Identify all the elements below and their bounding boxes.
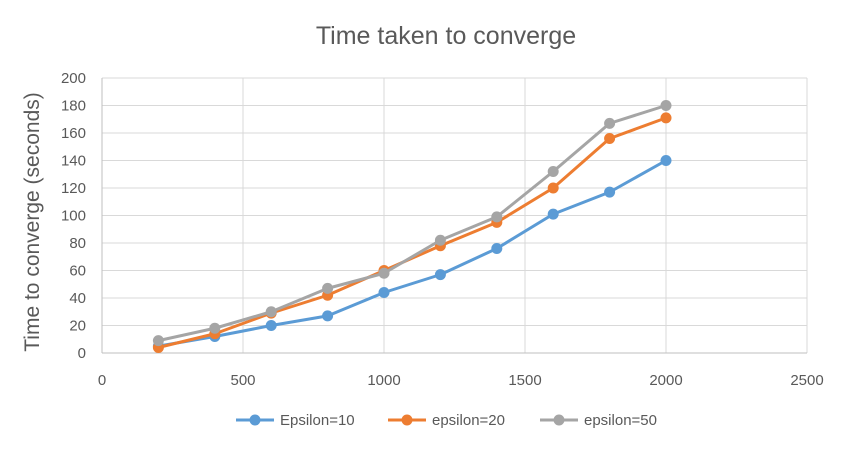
series-layer	[152, 100, 672, 353]
legend-marker	[553, 414, 565, 426]
x-tick-label: 1500	[508, 372, 541, 389]
data-point	[491, 243, 503, 254]
y-tick-label: 60	[69, 263, 86, 280]
data-point	[434, 234, 446, 246]
y-tick-label: 120	[61, 180, 86, 197]
series-epsilon-20	[152, 112, 672, 353]
y-tick-label: 180	[61, 98, 86, 115]
legend-label: Epsilon=10	[280, 412, 355, 429]
data-point	[547, 208, 559, 220]
data-point	[604, 117, 616, 129]
legend-label: epsilon=20	[432, 412, 505, 429]
gridlines	[102, 77, 808, 353]
chart-title: Time taken to converge	[316, 22, 576, 50]
y-tick-label: 200	[61, 70, 86, 87]
data-point	[265, 306, 277, 318]
data-point	[660, 100, 672, 111]
y-tick-label: 40	[69, 290, 86, 307]
legend-item: epsilon=20	[388, 412, 505, 429]
y-axis-label: Time to converge (seconds)	[21, 92, 44, 352]
series-epsilon-50	[152, 100, 672, 347]
series-epsilon-10	[152, 155, 672, 352]
data-point	[322, 310, 334, 322]
x-tick-label: 0	[98, 372, 106, 389]
legend-label: epsilon=50	[584, 412, 657, 429]
data-point	[152, 335, 164, 347]
data-point	[660, 155, 672, 166]
data-point	[378, 267, 390, 279]
series-line	[156, 104, 668, 343]
x-tick-label: 500	[230, 372, 255, 389]
data-point	[322, 282, 334, 294]
data-point	[604, 186, 616, 198]
legend-marker	[249, 414, 261, 426]
data-point	[209, 322, 221, 334]
y-tick-label: 100	[61, 208, 86, 225]
data-point	[434, 269, 446, 281]
y-tick-label: 140	[61, 153, 86, 170]
series-line	[156, 159, 668, 348]
legend-item: Epsilon=10	[236, 412, 355, 429]
data-point	[604, 133, 616, 144]
x-tick-label: 2500	[790, 372, 823, 389]
y-tick-label: 20	[69, 318, 86, 335]
data-point	[660, 112, 672, 124]
x-tick-label: 1000	[367, 372, 400, 389]
y-tick-label: 0	[78, 345, 86, 362]
x-tick-label: 2000	[649, 372, 682, 389]
series-line	[156, 116, 668, 349]
legend-marker	[401, 414, 413, 426]
y-tick-label: 80	[69, 235, 86, 252]
data-point	[378, 287, 390, 298]
data-point	[547, 166, 559, 177]
legend-item: epsilon=50	[540, 412, 657, 429]
data-point	[547, 182, 559, 194]
data-point	[491, 211, 503, 223]
data-point	[265, 320, 277, 331]
legend: Epsilon=10 epsilon=20 epsilon=50	[236, 412, 657, 429]
y-tick-label: 160	[61, 125, 86, 142]
